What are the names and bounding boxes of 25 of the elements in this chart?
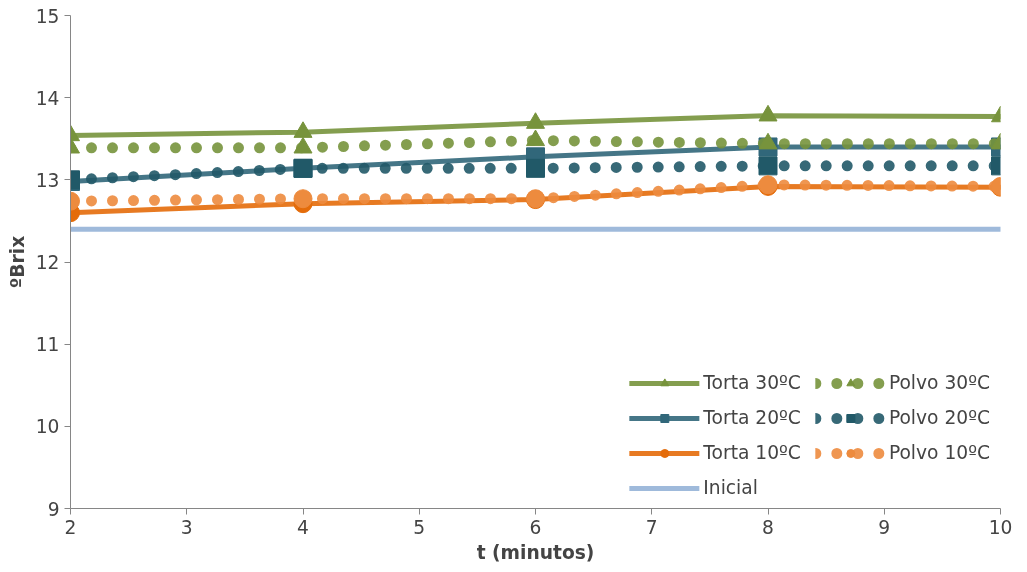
x-tick-label: 6	[529, 516, 542, 538]
legend-label: Torta 30ºC	[703, 372, 801, 393]
y-tick-label: 13	[35, 169, 60, 191]
y-tick-label: 9	[47, 498, 60, 520]
legend-label: Polvo 20ºC	[888, 407, 990, 428]
legend-label: Inicial	[703, 477, 758, 498]
legend-label: Polvo 10ºC	[888, 442, 990, 463]
legend-label: Polvo 30ºC	[888, 372, 990, 393]
y-axis-title: ºBrix	[6, 235, 28, 289]
x-axis-title: t (minutos)	[476, 541, 595, 563]
y-tick-label: 14	[35, 87, 60, 109]
x-tick-label: 9	[878, 516, 891, 538]
x-tick-label: 10	[988, 516, 1013, 538]
x-tick-label: 5	[413, 516, 426, 538]
x-tick-label: 4	[297, 516, 309, 538]
x-tick-label: 8	[762, 516, 774, 538]
x-tick-label: 7	[645, 516, 658, 538]
legend-label: Torta 10ºC	[703, 442, 801, 463]
legend-label: Torta 20ºC	[703, 407, 801, 428]
x-tick-label: 2	[64, 516, 77, 538]
y-tick-label: 15	[35, 5, 60, 27]
y-tick-label: 10	[35, 416, 60, 438]
x-tick-label: 3	[180, 516, 193, 538]
y-tick-label: 11	[35, 334, 60, 356]
y-tick-label: 12	[35, 252, 60, 273]
